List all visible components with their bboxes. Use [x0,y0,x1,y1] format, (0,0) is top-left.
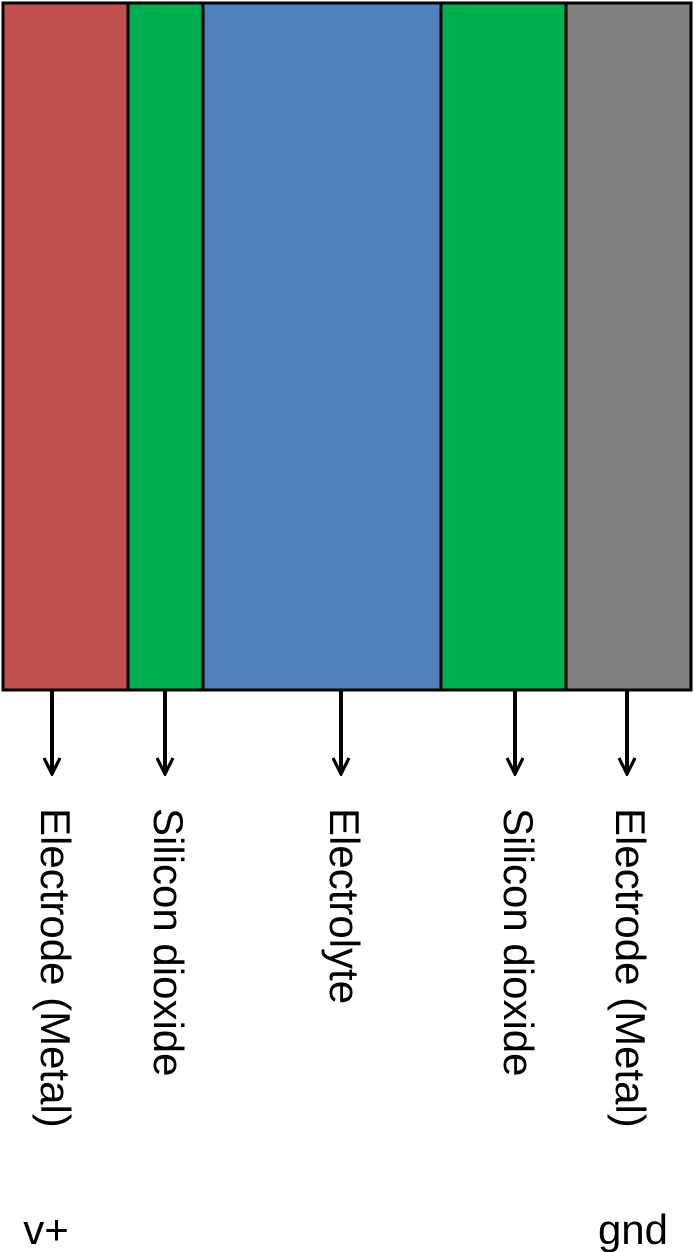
oxide-right [439,1,568,692]
electrode-left [1,1,130,692]
electrode-right [564,1,693,692]
layer-label: Silicon dioxide [145,808,192,1077]
layer-label: Silicon dioxide [495,808,542,1077]
layer-label: Electrode (Metal) [32,808,79,1128]
layer-label: Electrode (Metal) [607,808,654,1128]
layer-label: Electrolyte [321,808,368,1004]
oxide-left [126,1,205,692]
electrolyte [201,1,443,692]
terminal-label: gnd [598,1206,668,1252]
terminal-label: v+ [23,1206,69,1252]
